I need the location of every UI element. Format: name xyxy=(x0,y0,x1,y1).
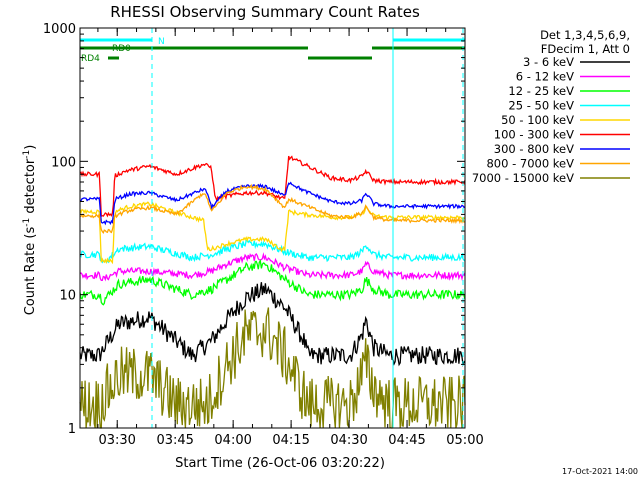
legend-entry-2: 12 - 25 keV xyxy=(508,84,574,98)
legend-entry-5: 100 - 300 keV xyxy=(494,128,574,142)
x-tick-label: 04:15 xyxy=(272,433,309,448)
flag-label-n: N xyxy=(158,37,165,47)
legend-header-line-1: Det 1,3,4,5,6,9, xyxy=(540,28,630,42)
y-tick-label: 100 xyxy=(51,155,76,170)
series-line-0 xyxy=(79,282,466,367)
y-axis: 1 10 100 1000 xyxy=(43,22,465,437)
legend-entry-0: 3 - 6 keV xyxy=(523,55,574,69)
legend-entry-6: 300 - 800 keV xyxy=(494,142,574,156)
y-axis-label-exp2: -1 xyxy=(22,150,32,159)
y-axis-label-end: ) xyxy=(23,145,38,150)
timestamp: 17-Oct-2021 14:00 xyxy=(562,467,638,476)
y-tick-label: 1 xyxy=(68,422,76,437)
x-tick-label: 05:00 xyxy=(446,433,483,448)
x-tick-label: 03:30 xyxy=(98,433,135,448)
y-axis-label: Count Rate (s-1 detector-1) xyxy=(22,145,38,316)
flag-label-rd4: RD4 xyxy=(81,54,100,64)
series-line-5 xyxy=(79,155,466,218)
event-markers xyxy=(151,28,464,428)
y-tick-label: 1000 xyxy=(43,22,76,37)
x-axis: 03:30 03:45 04:00 04:15 04:30 04:45 05:00 xyxy=(97,28,484,448)
legend-header-line-2: FDecim 1, Att 0 xyxy=(541,42,630,56)
legend-entry-8: 7000 - 15000 keV xyxy=(472,171,574,185)
plot-frame xyxy=(79,27,466,429)
y-axis-label-main: Count Rate (s xyxy=(23,227,38,316)
y-axis-label-exp1: -1 xyxy=(22,218,32,227)
instrument-flags: N RD0 RD4 xyxy=(80,37,465,64)
series-line-6 xyxy=(79,181,466,226)
series-line-4 xyxy=(79,201,466,265)
legend-entry-1: 6 - 12 keV xyxy=(516,70,574,84)
series-line-7 xyxy=(79,183,466,234)
y-axis-label-mid: detector xyxy=(23,158,38,218)
series-line-8 xyxy=(79,307,466,429)
chart-title: RHESSI Observing Summary Count Rates xyxy=(110,3,420,21)
series-line-3 xyxy=(79,239,466,264)
legend-entry-7: 800 - 7000 keV xyxy=(486,157,574,171)
x-tick-label: 03:45 xyxy=(156,433,193,448)
series-line-1 xyxy=(79,252,466,282)
x-tick-label: 04:45 xyxy=(388,433,425,448)
x-axis-label: Start Time (26-Oct-06 03:20:22) xyxy=(175,456,385,471)
x-tick-label: 04:30 xyxy=(330,433,367,448)
legend-entry-3: 25 - 50 keV xyxy=(508,99,574,113)
flag-label-rd0: RD0 xyxy=(112,44,131,54)
legend-entry-4: 50 - 100 keV xyxy=(501,113,574,127)
legend: Det 1,3,4,5,6,9, FDecim 1, Att 0 3 - 6 k… xyxy=(472,28,630,185)
series-layer xyxy=(79,155,466,429)
series-line-2 xyxy=(79,259,466,306)
y-tick-label: 10 xyxy=(59,289,76,304)
x-tick-label: 04:00 xyxy=(214,433,251,448)
